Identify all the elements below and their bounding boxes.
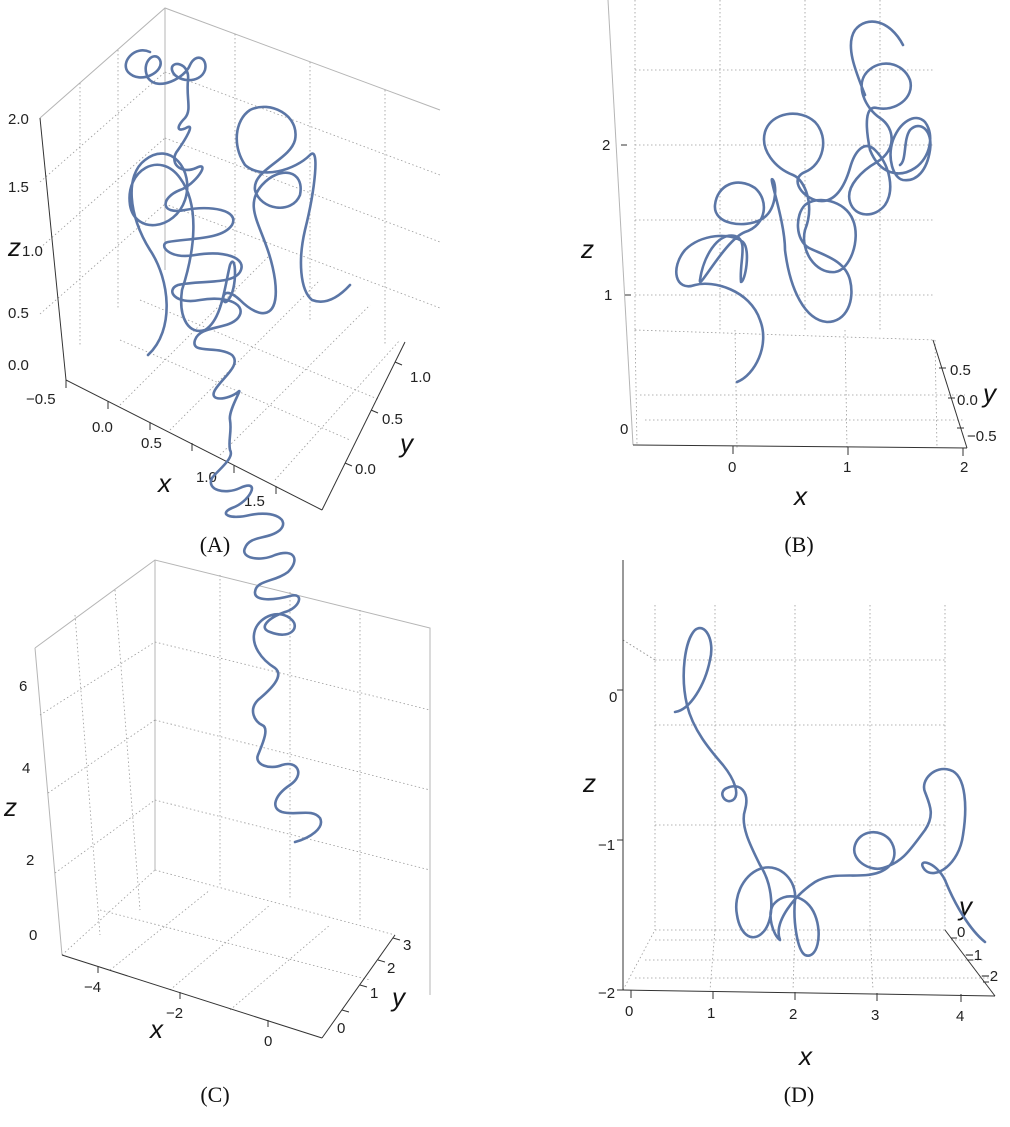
panel-c-x-tick: −4	[84, 979, 101, 996]
panel-a-axes	[39, 117, 406, 511]
panel-a-z-tick: 1.0	[22, 243, 43, 260]
panel-a-x-tick: 0.5	[141, 435, 162, 452]
panel-a-y-label: y	[398, 428, 415, 458]
panel-b-caption: (B)	[784, 532, 814, 557]
panel-d-axes	[617, 560, 996, 1002]
panel-a-x-label: x	[156, 468, 172, 498]
panel-b-z-label: z	[580, 234, 594, 264]
panel-a-x-tick: 0.0	[92, 419, 113, 436]
panel-a-z-tick: 2.0	[8, 111, 29, 128]
panel-a-z-label: z	[7, 232, 21, 262]
panel-c-x-ticks: −4 −2 0 x	[84, 979, 272, 1050]
panel-b-z-ticks: 2 1 0 z	[580, 137, 628, 438]
panel-c-y-tick: 2	[387, 960, 395, 977]
panel-d-plot: 0 −1 −2 z 0 1 2 3 4 x 0 −1 −2 y	[582, 560, 998, 1071]
panel-c-caption: (C)	[200, 1082, 230, 1107]
panel-a-x-tick: −0.5	[26, 391, 56, 408]
panel-b-y-tick: 0.0	[957, 392, 978, 409]
panel-d-z-label: z	[582, 768, 596, 798]
panel-c-z-label: z	[3, 792, 17, 822]
panel-b-y-label: y	[981, 378, 998, 408]
panel-d-y-tick: −1	[965, 947, 982, 964]
panel-b-x-ticks: 0 1 2 x	[728, 459, 968, 511]
panel-c-x-label: x	[148, 1014, 164, 1044]
panel-a-y-tick: 0.5	[382, 411, 403, 428]
panel-d-y-label: y	[957, 891, 974, 921]
panel-a-grid	[39, 7, 441, 481]
panel-a-z-tick: 0.5	[8, 305, 29, 322]
panel-c-axes	[61, 934, 401, 1039]
panel-c-y-tick: 1	[370, 985, 378, 1002]
panel-b-y-tick: −0.5	[967, 428, 997, 445]
panel-b-x-tick: 1	[843, 459, 851, 476]
panel-a-y-ticks: 1.0 0.5 0.0 y	[355, 369, 431, 478]
panel-d-x-ticks: 0 1 2 3 4 x	[625, 1003, 964, 1071]
panel-d-x-tick: 4	[956, 1008, 964, 1025]
panel-d-grid	[622, 570, 993, 991]
panel-a-y-tick: 1.0	[410, 369, 431, 386]
panel-c-z-tick: 4	[22, 760, 30, 777]
panel-c-z-tick: 6	[19, 678, 27, 695]
panel-a-z-ticks: 2.0 1.5 0.5 0.0 z 1.0	[7, 111, 43, 374]
panel-a-caption: (A)	[199, 532, 231, 557]
panel-c-x-tick: −2	[166, 1005, 183, 1022]
panel-b-plot: 2 1 0 z 0 1 2 x 0.5 0.0 −0.5 y	[580, 0, 998, 511]
panel-a-x-tick: 1.5	[244, 493, 265, 510]
panel-b-x-tick: 0	[728, 459, 736, 476]
panel-c-plot: 6 4 2 0 z −4 −2 0 x 3 2 1 0 y	[3, 49, 431, 1050]
panel-b-y-ticks: 0.5 0.0 −0.5 y	[950, 362, 998, 445]
panel-a-curve	[128, 105, 352, 357]
panel-d-z-tick: −1	[598, 837, 615, 854]
panel-c-y-ticks: 3 2 1 0 y	[337, 937, 411, 1037]
panel-b-grid	[607, 0, 965, 449]
panel-a-z-tick: 0.0	[8, 357, 29, 374]
panel-b-curve	[675, 20, 932, 384]
panel-b-z-tick: 1	[604, 287, 612, 304]
panel-d-curve	[673, 626, 987, 957]
panel-a-y-tick: 0.0	[355, 461, 376, 478]
panel-b-axes	[621, 144, 968, 456]
panel-a-plot: 2.0 1.5 0.5 0.0 z 1.0 −0.5 0.0 0.5 1.0 1…	[7, 7, 441, 511]
panel-c-x-tick: 0	[264, 1033, 272, 1050]
panel-d-x-tick: 3	[871, 1007, 879, 1024]
panel-c-y-tick: 0	[337, 1020, 345, 1037]
panel-d-caption: (D)	[783, 1082, 815, 1107]
panel-b-z-tick: 2	[602, 137, 610, 154]
panel-d-z-tick: −2	[598, 985, 615, 1002]
panel-c-y-tick: 3	[403, 937, 411, 954]
panel-d-y-tick: 0	[957, 924, 965, 941]
panel-c-z-ticks: 6 4 2 0 z	[3, 678, 37, 944]
panel-d-z-tick: 0	[609, 689, 617, 706]
panel-c-z-tick: 0	[29, 927, 37, 944]
panel-d-y-ticks: 0 −1 −2 y	[957, 891, 998, 985]
panel-a-z-tick: 1.5	[8, 179, 29, 196]
panel-c-z-tick: 2	[26, 852, 34, 869]
panel-b-x-tick: 2	[960, 459, 968, 476]
panel-b-x-label: x	[792, 481, 808, 511]
panel-d-x-tick: 2	[789, 1006, 797, 1023]
panel-d-y-tick: −2	[981, 968, 998, 985]
panel-d-x-label: x	[797, 1041, 813, 1071]
panel-d-x-tick: 0	[625, 1003, 633, 1020]
panel-d-x-tick: 1	[707, 1005, 715, 1022]
panel-b-y-tick: 0.5	[950, 362, 971, 379]
panel-d-z-ticks: 0 −1 −2 z	[582, 689, 617, 1002]
panel-b-z-tick: 0	[620, 421, 628, 438]
panel-c-curve	[124, 49, 323, 844]
panel-c-y-label: y	[390, 982, 407, 1012]
panel-c-grid	[34, 559, 431, 1011]
